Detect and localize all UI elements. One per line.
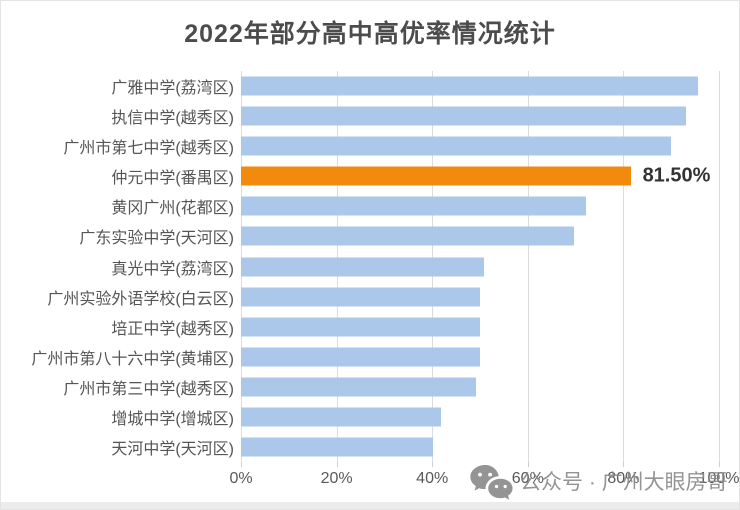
- bar: [241, 106, 686, 126]
- bar-row: 仲元中学(番禺区) 81.50%: [1, 161, 739, 191]
- bar-row: 广州实验外语学校(白云区): [1, 282, 739, 312]
- bar: [241, 317, 480, 337]
- x-tick-label: 60%: [511, 470, 544, 487]
- category-label: 广州市第八十六中学(黄埔区): [31, 350, 234, 368]
- bar: [241, 226, 574, 246]
- x-tick-label: 20%: [320, 470, 353, 487]
- bottom-border-strip: [1, 502, 739, 509]
- gridline: [527, 71, 529, 462]
- category-label: 广州实验外语学校(白云区): [47, 290, 234, 308]
- x-tick-mark: [719, 462, 720, 467]
- bar: [241, 136, 671, 156]
- category-label: 广州市第三中学(越秀区): [63, 380, 234, 398]
- bar-track: [241, 221, 719, 251]
- x-tick-mark: [623, 462, 625, 467]
- bar: [241, 347, 480, 367]
- category-label: 广州市第七中学(越秀区): [63, 140, 234, 158]
- bar-highlighted: [241, 166, 631, 186]
- bar: [241, 377, 477, 397]
- bar-row: 增城中学(增城区): [1, 402, 739, 432]
- gridline: [623, 71, 625, 462]
- category-label: 广东实验中学(天河区): [79, 230, 234, 248]
- wechat-icon: [470, 464, 513, 500]
- bar-row: 广东实验中学(天河区): [1, 221, 739, 251]
- category-label: 黄冈广州(花都区): [111, 200, 234, 218]
- category-label: 增城中学(增城区): [111, 410, 234, 428]
- bar-track: [241, 131, 719, 161]
- rows-layer: 广雅中学(荔湾区) 执信中学(越秀区) 广州市第七中学(越秀区) 仲元中学(番禺区) 8…: [1, 71, 739, 462]
- bar-row: 执信中学(越秀区): [1, 101, 739, 131]
- category-label: 天河中学(天河区): [111, 440, 234, 458]
- bar-track: [241, 251, 719, 281]
- bar-track: [241, 432, 719, 462]
- bar-row: 真光中学(荔湾区): [1, 251, 739, 281]
- category-label: 培正中学(越秀区): [111, 320, 234, 338]
- category-label: 仲元中学(番禺区): [111, 170, 234, 188]
- x-axis: 0% 20% 40% 60% 80% 100%: [229, 462, 739, 498]
- bar-row: 天河中学(天河区): [1, 432, 739, 462]
- bar: [241, 76, 699, 96]
- x-tick-mark: [336, 462, 338, 467]
- bar-row: 广州市第三中学(越秀区): [1, 372, 739, 402]
- x-tick-label: 100%: [698, 470, 740, 487]
- category-label: 执信中学(越秀区): [111, 110, 234, 128]
- plot-area: 广雅中学(荔湾区) 执信中学(越秀区) 广州市第七中学(越秀区) 仲元中学(番禺区) 8…: [1, 71, 739, 462]
- x-tick-mark: [241, 462, 242, 467]
- bar-row: 广州市第七中学(越秀区): [1, 131, 739, 161]
- chart-title: 2022年部分高中高优率情况统计: [184, 20, 556, 48]
- bar: [241, 437, 434, 457]
- bar-row: 培正中学(越秀区): [1, 312, 739, 342]
- watermark-text: 公众号 · 广州大眼房哥: [520, 471, 728, 494]
- gridline: [719, 71, 720, 462]
- x-tick-label: 40%: [416, 470, 449, 487]
- bar-row: 广州市第八十六中学(黄埔区): [1, 342, 739, 372]
- bar: [241, 287, 480, 307]
- bar-track: [241, 402, 719, 432]
- bar-value-label: 81.50%: [642, 164, 711, 187]
- x-tick-label: 0%: [229, 470, 253, 487]
- bar-track: [241, 342, 719, 372]
- bar-track: [241, 191, 719, 221]
- category-label: 广雅中学(荔湾区): [111, 80, 234, 98]
- bar-track: 81.50%: [241, 161, 719, 191]
- bar: [241, 196, 587, 216]
- bar-track: [241, 101, 719, 131]
- bar-track: [241, 312, 719, 342]
- bar: [241, 407, 441, 427]
- x-tick-label: 80%: [607, 470, 640, 487]
- x-tick-mark: [432, 462, 434, 467]
- bar-track: [241, 71, 719, 101]
- bar-row: 广雅中学(荔湾区): [1, 71, 739, 101]
- bar-row: 黄冈广州(花都区): [1, 191, 739, 221]
- bar-track: [241, 372, 719, 402]
- category-label: 真光中学(荔湾区): [111, 260, 234, 278]
- bar: [241, 257, 484, 276]
- bar-track: [241, 282, 719, 312]
- watermark: 公众号 · 广州大眼房哥: [469, 460, 728, 502]
- x-tick-mark: [527, 462, 529, 467]
